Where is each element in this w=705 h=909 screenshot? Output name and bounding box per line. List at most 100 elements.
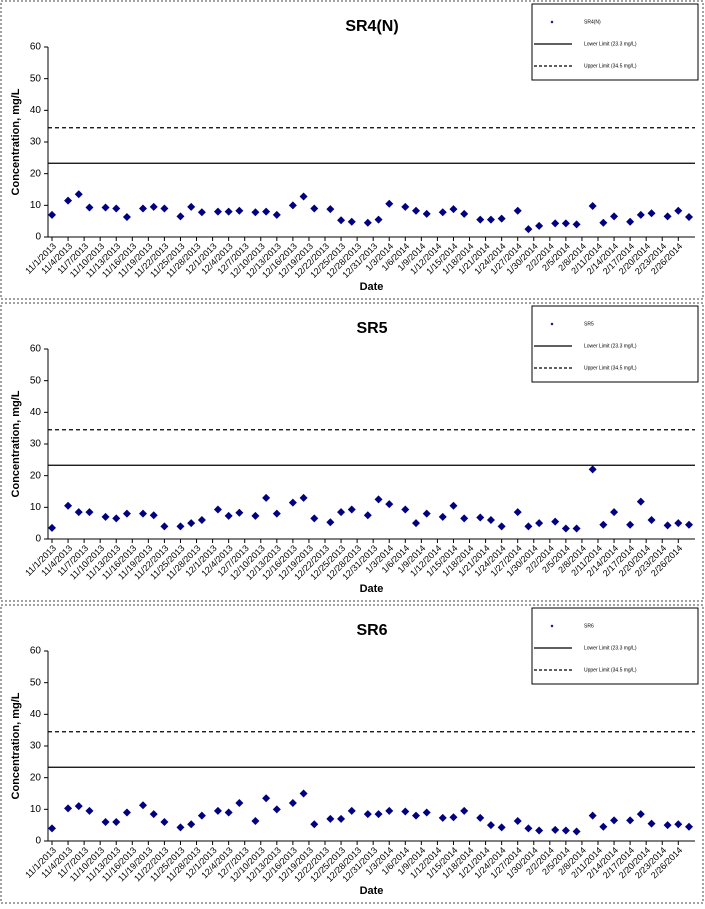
y-axis-label: Concentration, mg/L [10, 390, 22, 497]
data-point [197, 811, 206, 820]
y-tick-label: 20 [30, 168, 42, 179]
x-axis-label: Date [360, 281, 384, 293]
data-point [449, 813, 458, 822]
data-point [674, 820, 683, 829]
data-point [64, 804, 73, 813]
data-point [326, 518, 335, 527]
data-point [561, 826, 570, 835]
data-point [326, 814, 335, 823]
data-point [272, 210, 281, 219]
y-tick-label: 30 [30, 439, 42, 450]
data-point [112, 818, 121, 826]
data-point [513, 206, 522, 215]
data-point [524, 824, 533, 833]
data-point [647, 819, 656, 828]
data-point [326, 205, 335, 214]
data-point [438, 512, 447, 521]
data-point [74, 508, 83, 517]
legend-label: SR6 [584, 623, 594, 629]
data-point [636, 497, 645, 506]
data-point [385, 806, 394, 815]
data-point [486, 821, 495, 830]
data-point [310, 204, 319, 213]
data-point [460, 209, 469, 218]
data-point [551, 825, 560, 834]
y-tick-label: 60 [30, 344, 42, 355]
x-axis-label: Date [360, 583, 384, 595]
data-point [224, 511, 233, 520]
data-point [64, 196, 73, 205]
x-axis-label: Date [360, 885, 384, 897]
data-point [160, 522, 169, 531]
legend-label: Lower Limit (23.3 mg/L) [584, 41, 637, 47]
data-point [48, 824, 56, 833]
data-point [235, 799, 244, 807]
data-point [626, 217, 635, 226]
data-point [647, 209, 656, 218]
data-point [572, 524, 581, 533]
data-point [647, 516, 656, 524]
data-point [64, 501, 73, 510]
data-point [139, 509, 147, 518]
data-point [535, 221, 544, 230]
y-tick-label: 50 [30, 375, 42, 386]
data-point [74, 802, 83, 811]
data-point [374, 495, 383, 504]
data-point [122, 213, 131, 222]
data-point [599, 520, 608, 529]
data-point [363, 511, 372, 520]
y-tick-label: 50 [30, 73, 42, 84]
data-point [412, 811, 420, 820]
data-point [599, 822, 608, 831]
data-point [288, 799, 297, 807]
data-point [139, 204, 147, 213]
data-point [476, 513, 485, 522]
data-point [85, 508, 94, 517]
data-point [112, 514, 121, 523]
data-point [288, 201, 297, 210]
data-point [176, 522, 185, 531]
data-point [513, 817, 522, 826]
data-point [422, 808, 431, 817]
y-tick-label: 20 [30, 470, 42, 481]
data-point [187, 820, 196, 829]
y-tick-label: 30 [30, 137, 42, 148]
data-point [572, 827, 581, 836]
data-point [187, 202, 196, 211]
data-point [262, 493, 271, 502]
data-point [299, 493, 308, 502]
chart-title: SR5 [356, 320, 387, 337]
data-point [337, 814, 346, 823]
data-point [412, 206, 420, 215]
data-point [85, 806, 94, 815]
data-point [149, 202, 158, 211]
y-tick-label: 10 [30, 200, 42, 211]
data-point [213, 806, 222, 815]
legend-label: SR5 [584, 321, 594, 327]
data-point [101, 818, 110, 826]
data-point [486, 215, 495, 224]
data-point [636, 210, 645, 219]
data-point [160, 818, 169, 826]
y-tick-label: 30 [30, 741, 42, 752]
y-tick-label: 10 [30, 804, 42, 815]
data-point [85, 203, 94, 212]
chart-title: SR4(N) [345, 18, 398, 35]
data-point [160, 204, 169, 213]
data-point [497, 823, 506, 832]
data-point [122, 808, 131, 817]
legend-box [531, 305, 699, 383]
data-point [310, 820, 319, 829]
data-point [235, 508, 244, 517]
data-point [224, 808, 233, 817]
y-tick-label: 40 [30, 407, 42, 418]
data-point [251, 511, 260, 520]
data-point [438, 208, 447, 217]
data-point [610, 212, 619, 221]
data-point [337, 508, 346, 517]
y-tick-label: 20 [30, 772, 42, 783]
data-point [213, 505, 222, 514]
data-point [422, 509, 431, 518]
data-point [224, 207, 233, 216]
chart-title: SR6 [356, 622, 387, 639]
